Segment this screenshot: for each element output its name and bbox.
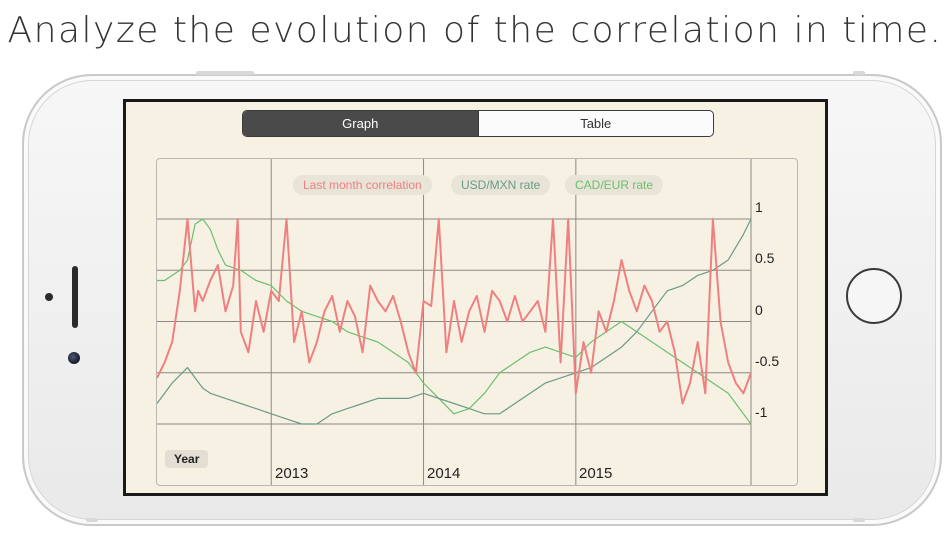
chart-plot xyxy=(157,159,752,485)
series-line-usd-mxn-rate xyxy=(157,218,752,425)
legend-last-month-correlation[interactable]: Last month correlation xyxy=(293,175,432,195)
view-segmented-control[interactable]: Graph Table xyxy=(242,110,714,137)
y-tick-label: 1 xyxy=(755,199,763,215)
x-tick-label: 2013 xyxy=(275,465,309,482)
y-tick-label: 0 xyxy=(755,302,763,318)
x-tick-label: 2014 xyxy=(427,465,461,482)
headline: Analyze the evolution of the correlation… xyxy=(7,10,943,51)
series-line-last-month-correlation xyxy=(157,218,752,405)
y-tick-label: -0.5 xyxy=(755,353,780,369)
proximity-sensor xyxy=(45,293,53,301)
x-tick-label: 2015 xyxy=(579,465,613,482)
year-range-button[interactable]: Year xyxy=(165,450,209,468)
earpiece-speaker xyxy=(72,266,78,328)
y-tick-label: -1 xyxy=(755,404,768,420)
y-tick-label: 0.5 xyxy=(755,250,775,266)
app-screen: Graph Table Last month correlation USD/M… xyxy=(123,99,828,496)
top-button xyxy=(196,71,254,75)
tab-graph[interactable]: Graph xyxy=(243,111,478,136)
home-button[interactable] xyxy=(846,268,902,324)
legend-cad-eur-rate[interactable]: CAD/EUR rate xyxy=(565,175,664,195)
front-camera xyxy=(68,352,80,364)
volume-button xyxy=(853,71,865,75)
tab-table[interactable]: Table xyxy=(477,111,714,136)
volume-button-2 xyxy=(86,518,98,522)
series-line-cad-eur-rate xyxy=(157,218,752,425)
volume-button-3 xyxy=(853,518,865,522)
legend-usd-mxn-rate[interactable]: USD/MXN rate xyxy=(451,175,551,195)
chart: Last month correlation USD/MXN rate CAD/… xyxy=(156,158,798,486)
